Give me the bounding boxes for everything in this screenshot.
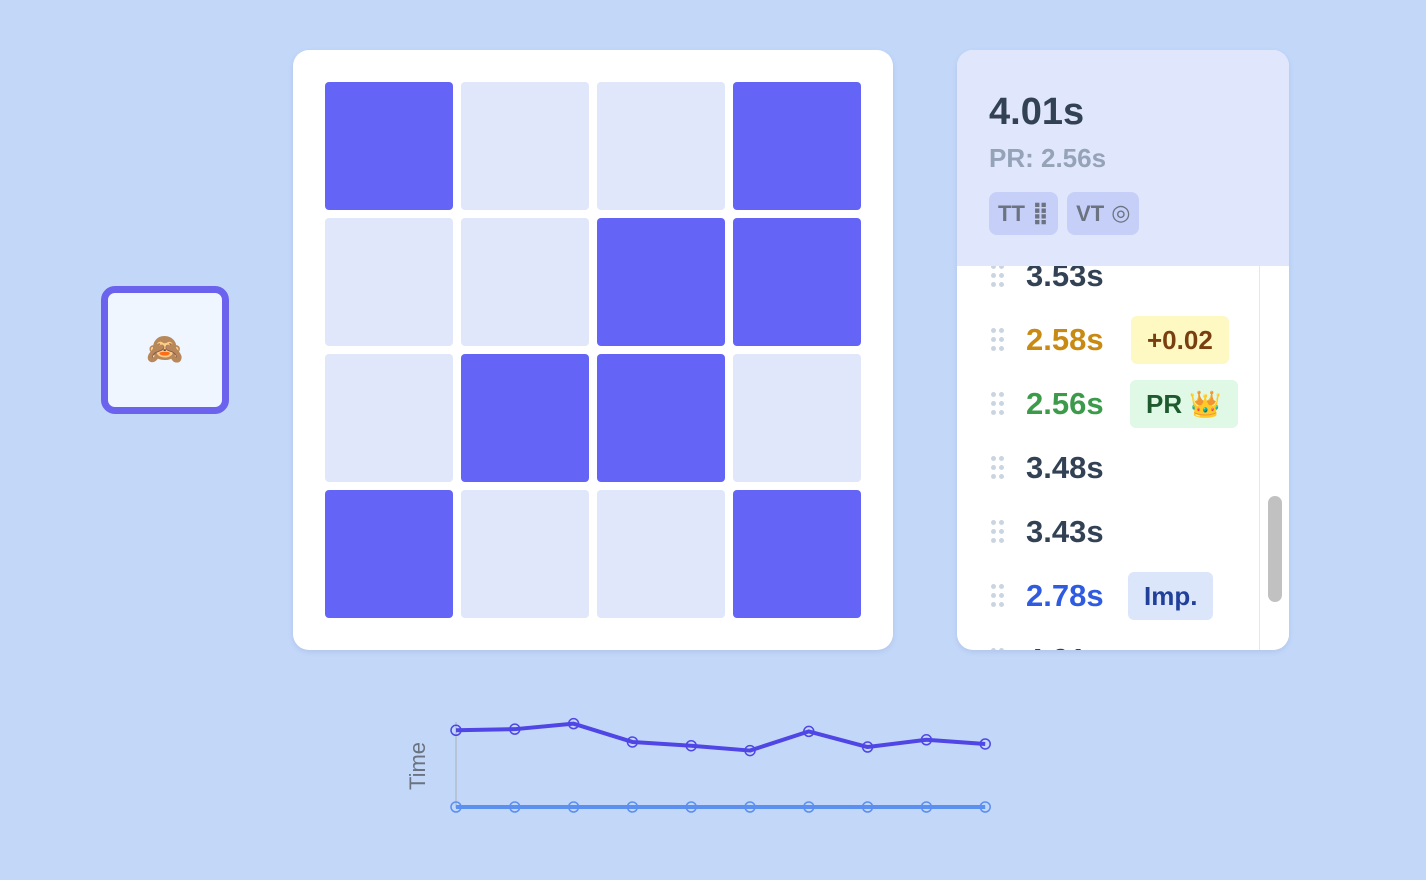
- history-row: 3.43s: [957, 500, 1257, 564]
- stats-panel: 4.01s PR: 2.56s TT ⣿ VT ◎ 3.53s 2.58s +0.0…: [957, 50, 1289, 650]
- point-time-9[interactable]: [920, 734, 933, 746]
- drag-handle-icon[interactable]: [991, 392, 1005, 416]
- chart-y-label: Time: [405, 742, 430, 790]
- point-baseline-4[interactable]: [626, 801, 639, 813]
- point-time-4[interactable]: [626, 736, 639, 748]
- drag-handle-icon[interactable]: [991, 456, 1005, 480]
- hide-toggle-button[interactable]: 🙈: [101, 286, 229, 414]
- mode-badge-vt[interactable]: VT ◎: [1067, 192, 1140, 235]
- scrollbar-thumb[interactable]: [1268, 496, 1282, 602]
- drag-handle-icon[interactable]: [991, 584, 1005, 608]
- point-baseline-6[interactable]: [744, 801, 756, 813]
- tile-r4-c4[interactable]: [733, 490, 861, 618]
- drag-handle-icon[interactable]: [991, 520, 1005, 544]
- point-baseline-9[interactable]: [920, 801, 933, 813]
- tile-r2-c1[interactable]: [325, 218, 453, 346]
- tile-r1-c1[interactable]: [325, 82, 453, 210]
- tile-r1-c3[interactable]: [597, 82, 725, 210]
- personal-record: PR: 2.56s: [989, 143, 1107, 173]
- history-row: 2.58s +0.02: [957, 308, 1257, 372]
- tile-r1-c4[interactable]: [733, 82, 861, 210]
- tile-grid: [325, 82, 861, 618]
- tile-r4-c3[interactable]: [597, 490, 725, 618]
- board-card: [293, 50, 893, 650]
- mode-label: VT: [1076, 200, 1105, 226]
- tile-r2-c4[interactable]: [733, 218, 861, 346]
- point-baseline-5[interactable]: [685, 801, 697, 813]
- point-baseline-1[interactable]: [450, 801, 462, 813]
- history-time[interactable]: 2.58s: [1026, 322, 1104, 357]
- improvement-badge: Imp.: [1128, 572, 1214, 620]
- history-scrollbar[interactable]: [1259, 266, 1289, 650]
- see-no-evil-monkey-icon: 🙈: [146, 333, 184, 366]
- history-time[interactable]: 3.53s: [1026, 266, 1104, 293]
- tile-r3-c4[interactable]: [733, 354, 861, 482]
- point-time-2[interactable]: [509, 723, 521, 735]
- target-icon: ◎: [1111, 201, 1131, 226]
- pr-badge: PR 👑: [1130, 380, 1238, 428]
- tile-r2-c3[interactable]: [597, 218, 725, 346]
- history-time[interactable]: 3.48s: [1026, 450, 1104, 485]
- point-time-8[interactable]: [861, 741, 874, 753]
- mode-label: TT: [998, 200, 1025, 226]
- mode-badges: TT ⣿ VT ◎: [989, 192, 1140, 235]
- chart-series-group: [450, 717, 991, 813]
- history-row: 3.48s: [957, 436, 1257, 500]
- point-baseline-2[interactable]: [509, 801, 521, 813]
- stats-header: 4.01s PR: 2.56s TT ⣿ VT ◎: [957, 50, 1289, 266]
- drag-handle-icon[interactable]: [991, 648, 1005, 650]
- history-row: 4.01s: [957, 628, 1257, 650]
- diff-badge: +0.02: [1131, 316, 1229, 364]
- history-time[interactable]: 4.01s: [1026, 640, 1104, 650]
- tile-r4-c1[interactable]: [325, 490, 453, 618]
- history-row: 3.53s: [957, 266, 1257, 308]
- time-chart: Time: [405, 717, 991, 813]
- history-row: 2.56s PR 👑: [957, 372, 1257, 436]
- tile-r2-c2[interactable]: [461, 218, 589, 346]
- history-list[interactable]: 3.53s 2.58s +0.02 2.56s PR 👑 3.48s 3.43s 2.78s I…: [957, 266, 1289, 650]
- history-time[interactable]: 2.78s: [1026, 578, 1104, 613]
- point-time-3[interactable]: [567, 717, 580, 730]
- history-row: 2.78s Imp.: [957, 564, 1257, 628]
- drag-handle-icon[interactable]: [991, 266, 1005, 288]
- point-baseline-10[interactable]: [979, 801, 991, 813]
- series-line-time: [455, 721, 986, 753]
- mode-badge-tt[interactable]: TT ⣿: [989, 192, 1059, 235]
- current-time: 4.01s: [989, 91, 1085, 133]
- history-items: 3.53s 2.58s +0.02 2.56s PR 👑 3.48s 3.43s 2.78s I…: [957, 266, 1257, 650]
- point-time-6[interactable]: [744, 744, 756, 757]
- point-time-1[interactable]: [450, 724, 462, 737]
- point-baseline-3[interactable]: [567, 801, 580, 813]
- tile-r1-c2[interactable]: [461, 82, 589, 210]
- tile-r3-c2[interactable]: [461, 354, 589, 482]
- point-time-10[interactable]: [979, 738, 991, 750]
- point-time-7[interactable]: [803, 725, 815, 738]
- tile-r3-c3[interactable]: [597, 354, 725, 482]
- history-time[interactable]: 3.43s: [1026, 514, 1104, 549]
- point-time-5[interactable]: [685, 739, 697, 752]
- tile-r4-c2[interactable]: [461, 490, 589, 618]
- grid-dots-icon: ⣿: [1031, 201, 1050, 226]
- point-baseline-7[interactable]: [803, 801, 815, 813]
- tile-r3-c1[interactable]: [325, 354, 453, 482]
- history-time[interactable]: 2.56s: [1026, 386, 1104, 421]
- drag-handle-icon[interactable]: [991, 328, 1005, 352]
- point-baseline-8[interactable]: [861, 801, 874, 813]
